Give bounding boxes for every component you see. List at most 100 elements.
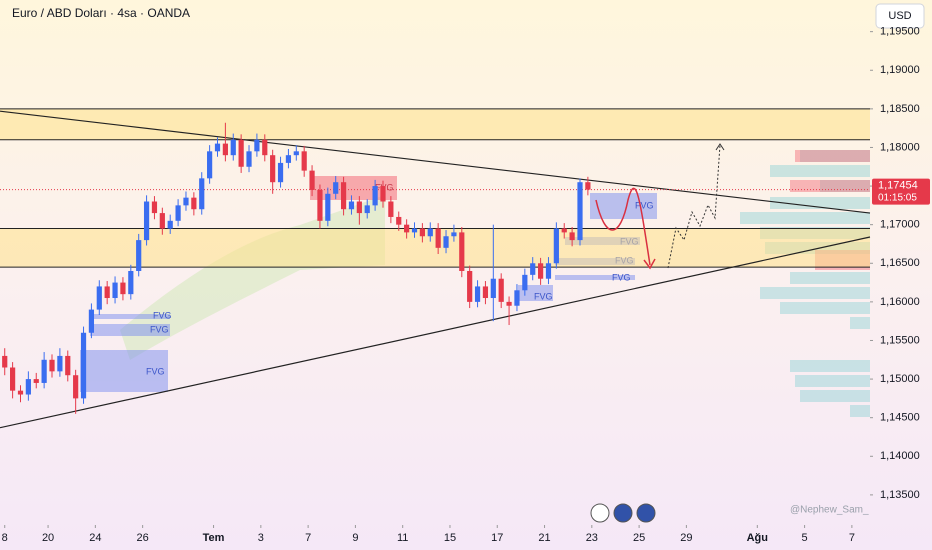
- candle-body: [301, 151, 307, 171]
- fvg-label: FVG: [534, 291, 553, 301]
- fvg-label: FVG: [146, 366, 165, 376]
- candle-body: [254, 139, 260, 152]
- x-tick-label: 21: [538, 532, 550, 544]
- candle-body: [96, 286, 102, 310]
- x-tick-label: 9: [352, 532, 358, 544]
- candle-body: [41, 359, 47, 383]
- y-tick-label: 1,15500: [880, 334, 920, 346]
- x-tick-label: 15: [444, 532, 456, 544]
- candle-body: [277, 162, 284, 183]
- candle-body: [238, 139, 244, 167]
- x-tick-label: 7: [305, 532, 311, 544]
- candle-body: [467, 270, 473, 302]
- level-zone: [0, 108, 870, 140]
- y-tick-label: 1,14500: [880, 412, 920, 424]
- x-tick-label: 29: [680, 532, 692, 544]
- candle-body: [340, 182, 347, 210]
- watermark: @Nephew_Sam_: [790, 505, 869, 516]
- plot: [0, 108, 871, 429]
- candle-body: [151, 201, 158, 214]
- x-tick-label: 20: [42, 532, 54, 544]
- candle-body: [530, 263, 536, 275]
- candle-body: [474, 286, 481, 302]
- y-tick-label: 1,16500: [880, 257, 920, 269]
- candle-body: [388, 201, 394, 217]
- candle-body: [199, 178, 205, 210]
- candle-body: [167, 220, 173, 229]
- x-tick-label: 24: [89, 532, 101, 544]
- trendline: [0, 236, 871, 429]
- candle-body: [293, 151, 299, 156]
- candle-body: [25, 379, 31, 395]
- candle-body: [65, 355, 71, 376]
- currency-button[interactable]: [875, 3, 925, 29]
- candle-body: [427, 228, 433, 237]
- projection-path: [595, 187, 651, 266]
- candle-body: [285, 155, 292, 163]
- candle-body: [73, 375, 79, 399]
- fvg-label: FVG: [612, 272, 631, 282]
- candle-body: [88, 309, 95, 333]
- candle-body: [10, 367, 16, 391]
- x-tick-label: 17: [491, 532, 503, 544]
- candle-body: [561, 228, 567, 233]
- event-icon: [590, 503, 610, 523]
- y-tick-label: 1,17000: [880, 219, 920, 231]
- fvg-label: FVG: [150, 324, 169, 334]
- candle-body: [57, 355, 63, 372]
- candle-body: [372, 186, 378, 206]
- candle-body: [451, 232, 457, 237]
- candle-body: [411, 228, 418, 233]
- candle-body: [545, 263, 552, 279]
- candle-body: [577, 182, 583, 241]
- candle-body: [585, 182, 591, 190]
- x-tick-label: 3: [258, 532, 264, 544]
- candle-body: [136, 240, 142, 271]
- drawings-under: FVG FVG FVG FVG FVG FVG FVG FVG FVG: [0, 108, 870, 417]
- projection-arrow: [643, 258, 656, 270]
- candle-body: [490, 278, 496, 299]
- candle-body: [104, 286, 110, 299]
- y-tick-label: 1,18500: [880, 103, 920, 115]
- y-tick-label: 1,15000: [880, 373, 920, 385]
- candle-body: [2, 355, 8, 368]
- candle-body: [364, 205, 370, 214]
- candle-body: [537, 263, 544, 279]
- candle-body: [325, 193, 331, 221]
- x-tick-label: 26: [137, 532, 149, 544]
- event-icon: [636, 503, 656, 523]
- candle-body: [33, 379, 39, 383]
- candle-body: [435, 228, 441, 248]
- candle-body: [309, 170, 315, 190]
- y-tick-label: 1,16000: [880, 296, 920, 308]
- candle-body: [380, 186, 386, 202]
- x-tick-label: 25: [633, 532, 645, 544]
- candle-body: [270, 155, 276, 183]
- x-tick-label: 7: [849, 532, 855, 544]
- projection: [595, 143, 725, 270]
- currency-label[interactable]: USD: [888, 10, 911, 22]
- y-tick-label: 1,19000: [880, 64, 920, 76]
- candle-body: [419, 228, 425, 237]
- candle-body: [404, 224, 410, 233]
- candle-body: [246, 151, 252, 167]
- candle-body: [175, 205, 181, 221]
- y-tick-label: 1,19500: [880, 26, 920, 38]
- y-tick-label: 1,18000: [880, 141, 920, 153]
- candle-body: [222, 143, 228, 156]
- candle-body: [183, 197, 189, 206]
- candle-body: [207, 151, 213, 179]
- chart-title: Euro / ABD Doları · 4sa · OANDA: [12, 6, 190, 20]
- fvg-label: FVG: [153, 310, 172, 320]
- candle-body: [569, 232, 575, 241]
- event-icons: [590, 503, 656, 523]
- candle-body: [553, 228, 559, 264]
- x-tick-label: Tem: [203, 532, 225, 544]
- candle-body: [120, 282, 126, 295]
- candle-body: [356, 201, 362, 214]
- candle-body: [333, 182, 339, 194]
- fvg-label: FVG: [635, 200, 654, 210]
